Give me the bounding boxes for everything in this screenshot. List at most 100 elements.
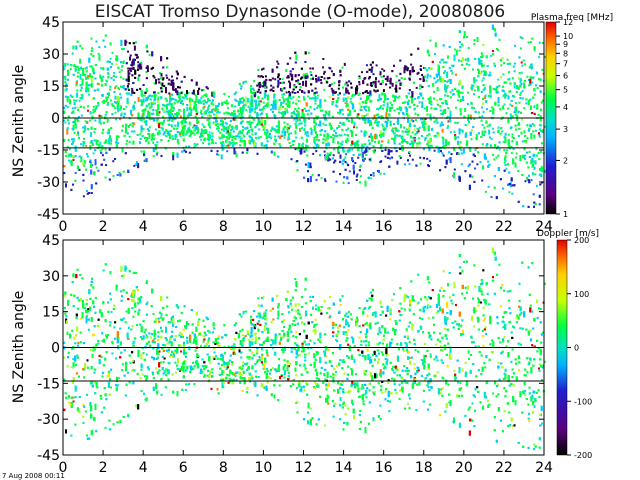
data-point — [162, 104, 165, 107]
data-point — [287, 75, 290, 78]
data-point — [464, 170, 467, 173]
data-point — [310, 112, 313, 115]
data-point — [502, 107, 505, 110]
data-point — [434, 42, 437, 48]
data-point — [528, 174, 530, 177]
data-point — [159, 132, 162, 135]
data-point — [119, 108, 122, 111]
data-point — [524, 180, 527, 183]
data-point — [333, 129, 336, 132]
data-point — [351, 93, 354, 97]
data-point — [312, 97, 315, 100]
data-point — [316, 106, 319, 109]
data-point — [447, 120, 450, 123]
data-point — [371, 135, 374, 142]
data-point — [357, 148, 360, 151]
data-point — [276, 60, 279, 63]
data-point — [309, 176, 312, 183]
data-point — [481, 79, 484, 82]
data-point — [372, 145, 375, 148]
data-point — [196, 100, 199, 103]
data-point — [337, 141, 340, 145]
data-point — [501, 105, 504, 108]
data-point — [100, 122, 103, 125]
data-point — [71, 107, 74, 110]
data-point — [199, 135, 202, 138]
data-point — [346, 134, 349, 137]
data-point — [521, 37, 524, 40]
data-point — [350, 118, 353, 124]
data-point — [347, 119, 350, 122]
data-point — [369, 94, 372, 97]
data-point — [435, 118, 438, 122]
data-point — [445, 87, 448, 89]
data-point — [372, 81, 375, 84]
data-point — [273, 128, 276, 130]
data-point — [250, 87, 252, 93]
data-point — [540, 130, 543, 133]
data-point — [380, 115, 383, 118]
data-point — [153, 76, 156, 79]
data-point — [530, 63, 533, 70]
data-point — [92, 97, 94, 100]
data-point — [454, 134, 457, 137]
data-point — [439, 80, 442, 83]
data-point — [407, 92, 410, 95]
data-point — [286, 124, 289, 127]
data-point — [469, 114, 472, 120]
data-point — [86, 121, 89, 124]
data-point — [156, 132, 159, 135]
data-point — [158, 81, 161, 84]
data-point — [424, 137, 427, 139]
data-point — [291, 68, 294, 70]
data-point — [312, 67, 314, 70]
data-point — [63, 76, 66, 79]
data-point — [280, 87, 282, 91]
data-point — [77, 68, 80, 70]
data-point — [376, 121, 378, 124]
data-point — [363, 77, 366, 80]
data-point — [449, 79, 452, 84]
data-point — [82, 126, 85, 129]
data-point — [280, 89, 283, 92]
data-point — [343, 133, 346, 136]
data-point — [408, 163, 411, 165]
data-point — [389, 120, 392, 126]
data-point — [137, 65, 140, 68]
data-point — [456, 152, 459, 155]
data-point — [418, 87, 421, 90]
data-point — [162, 121, 165, 124]
data-point — [288, 100, 291, 107]
data-point — [75, 126, 77, 129]
data-point — [89, 65, 92, 68]
data-point — [387, 149, 390, 156]
data-point — [138, 141, 141, 145]
data-point — [439, 105, 442, 108]
data-point — [256, 114, 259, 118]
data-point — [148, 94, 151, 97]
data-point — [379, 71, 382, 76]
data-point — [315, 74, 317, 77]
data-point — [385, 123, 388, 128]
data-point — [82, 106, 85, 109]
data-point — [107, 72, 110, 75]
data-point — [266, 102, 269, 108]
data-point — [113, 91, 116, 93]
data-point — [294, 148, 297, 151]
data-point — [210, 141, 213, 144]
data-point — [240, 121, 243, 124]
data-point — [306, 134, 309, 137]
data-point — [408, 114, 411, 117]
data-point — [252, 89, 255, 92]
data-point — [363, 150, 366, 153]
data-point — [262, 106, 265, 109]
data-point — [83, 160, 86, 164]
data-point — [123, 112, 126, 115]
data-point — [326, 77, 329, 80]
data-point — [458, 59, 460, 62]
data-point — [190, 110, 193, 117]
data-point — [455, 73, 457, 76]
data-point — [315, 78, 318, 83]
data-point — [280, 134, 283, 137]
data-point — [260, 75, 263, 78]
